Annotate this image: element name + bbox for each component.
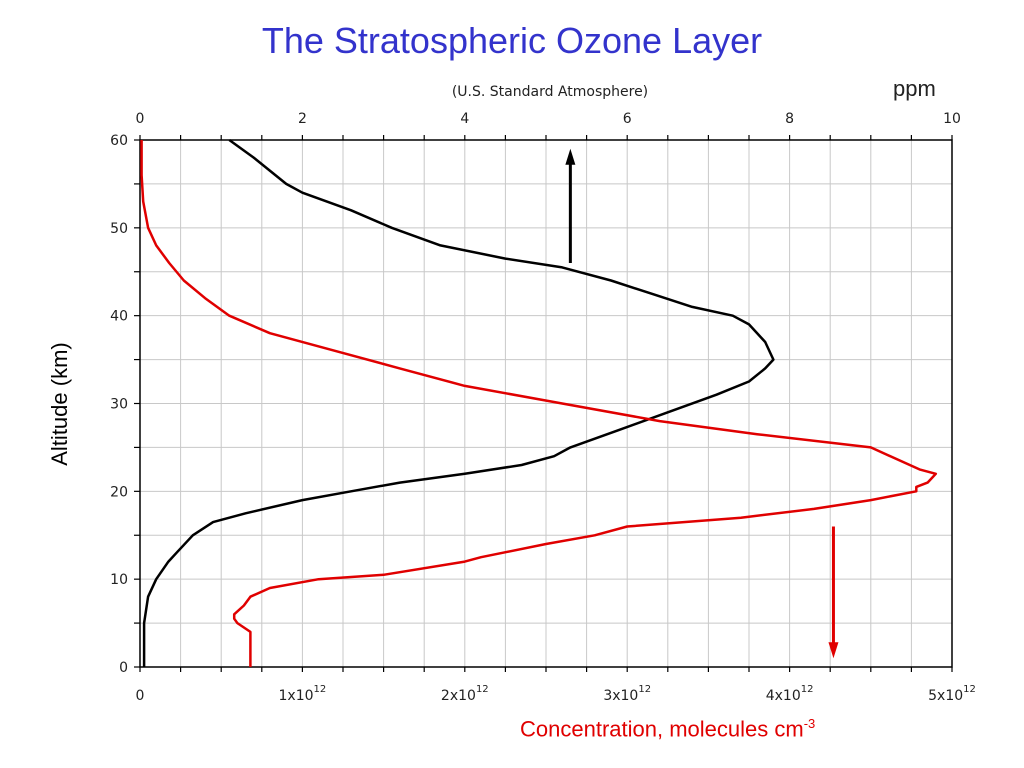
bottom-tick-label: 0 (136, 688, 145, 704)
x-axis-label: Concentration, molecules cm-3 (520, 716, 815, 742)
top-tick-label: 10 (943, 111, 961, 127)
y-tick-label: 40 (110, 309, 128, 325)
top-tick-label: 4 (460, 111, 469, 127)
y-tick-label: 20 (110, 484, 128, 500)
ozone-mixing-ratio-line (142, 138, 775, 667)
ozone-concentration-line (140, 140, 938, 667)
x-axis-label-text: Concentration, molecules cm (520, 716, 804, 742)
top-tick-label: 6 (623, 111, 632, 127)
bottom-tick-label: 4x1012 (766, 684, 814, 704)
y-tick-label: 50 (110, 221, 128, 237)
page-title: The Stratospheric Ozone Layer (261, 20, 763, 61)
y-tick-label: 10 (110, 572, 128, 588)
bottom-tick-label: 1x1012 (279, 684, 327, 704)
top-tick-label: 0 (136, 111, 145, 127)
y-tick-label: 0 (119, 660, 128, 676)
top-tick-label: 8 (785, 111, 794, 127)
y-tick-label: 60 (110, 133, 128, 149)
x-axis-label-exponent: -3 (803, 716, 816, 731)
bottom-tick-label: 2x1012 (441, 684, 489, 704)
top-axis-unit-label: ppm (893, 76, 936, 101)
bottom-tick-label: 3x1012 (603, 684, 651, 704)
chart-subtitle: (U.S. Standard Atmosphere) (451, 84, 649, 100)
up-arrow-head-icon (565, 148, 576, 165)
down-arrow-head-icon (828, 642, 839, 659)
top-tick-label: 2 (298, 111, 307, 127)
y-tick-label: 30 (110, 397, 128, 413)
bottom-tick-label: 5x1012 (928, 684, 976, 704)
